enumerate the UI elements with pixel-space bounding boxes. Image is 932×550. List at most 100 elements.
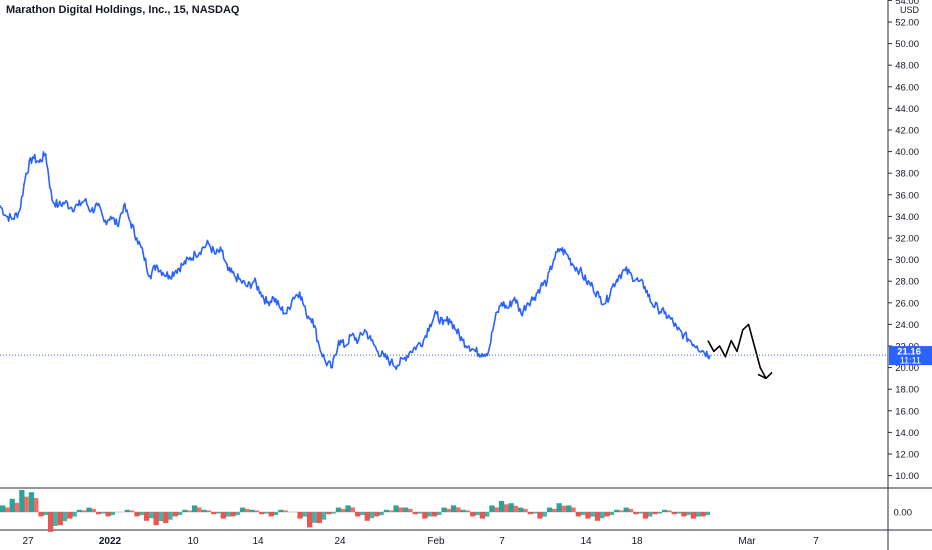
oscillator-bar [191,505,198,512]
y-tick-label: 34.00 [895,212,919,223]
oscillator-bar [594,512,601,521]
oscillator-bar [86,507,92,512]
oscillator-bar-secondary [302,512,307,517]
oscillator-bar-secondary [110,512,116,516]
oscillator-bar [163,512,169,523]
y-tick-label: 20.00 [895,363,919,374]
oscillator-bar-secondary [340,508,346,512]
oscillator-bar [498,501,505,512]
oscillator-bar [9,498,15,512]
x-tick-label: 7 [813,536,819,547]
y-tick-label: 50.00 [895,39,919,50]
oscillator-bar-secondary [446,508,451,512]
oscillator-bar-secondary [599,512,605,519]
oscillator-bar [124,509,130,512]
oscillator-bar-secondary [657,512,662,514]
oscillator-bar-secondary [417,512,423,514]
oscillator-bar-secondary [542,512,547,517]
oscillator-bar-secondary [24,496,29,512]
x-tick-label: 18 [631,536,643,547]
oscillator-bar-secondary [244,508,250,512]
y-tick-label: 40.00 [895,147,919,158]
oscillator-bar [431,512,438,517]
oscillator-bar-secondary [666,510,672,512]
oscillator-bar [259,512,265,515]
y-tick-label: 48.00 [895,61,919,72]
oscillator-bar-secondary [62,512,68,522]
oscillator-bar-secondary [215,512,221,514]
oscillator-bar-secondary [494,507,499,512]
oscillator-bar-secondary [407,508,413,512]
oscillator-bar-secondary [167,512,173,520]
oscillator-bar [326,512,332,515]
last-price-timer: 11:11 [900,356,921,366]
oscillator-bar [652,512,658,515]
oscillator-bar [546,507,553,512]
oscillator-bar [249,509,255,512]
oscillator-bar [412,512,418,515]
oscillator-bar-secondary [263,512,269,514]
y-axis: 54.00 52.00 50.00 48.00 46.00 44.00 42.00 40.00… [888,0,919,482]
oscillator-bar-secondary [484,512,490,517]
oscillator-bar [508,503,514,512]
oscillator-bar-secondary [311,512,317,523]
oscillator-bar-secondary [129,510,135,512]
x-tick-label: 14 [252,536,264,547]
oscillator-bar [518,507,524,512]
oscillator-bar [374,512,380,517]
oscillator-bar-secondary [474,512,480,516]
chart-title: Marathon Digital Holdings, Inc., 15, NAS… [6,4,240,16]
oscillator-bar-secondary [551,508,557,512]
forecast-arrowhead [757,371,773,380]
oscillator-bar-secondary [570,507,576,512]
oscillator-bar [566,505,572,512]
oscillator-bar-secondary [283,510,288,512]
oscillator-bar [153,512,159,526]
oscillator-bar [278,509,284,512]
oscillator-panel: 0.00 [0,490,912,532]
oscillator-bar [671,512,677,515]
oscillator-bar-secondary [609,512,615,516]
oscillator-bar-secondary [187,510,192,512]
oscillator-bar-secondary [81,510,87,512]
oscillator-bar-secondary [676,512,682,514]
x-tick-label: 24 [334,536,346,547]
oscillator-bar [38,512,44,517]
x-tick-label: Feb [427,536,445,547]
oscillator-bar-secondary [436,512,442,516]
oscillator-bar-secondary [14,502,20,512]
oscillator-bar [28,492,35,512]
oscillator-bar [172,512,178,517]
y-tick-label: 42.00 [895,126,919,137]
oscillator-bar [0,505,6,512]
y-tick-label: 44.00 [895,104,919,115]
oscillator-bar-secondary [522,508,528,512]
oscillator-bar [623,507,629,512]
price-series [0,151,711,371]
oscillator-bar-secondary [158,512,164,522]
x-axis: 27 2022 10 14 24 Feb 7 14 18 Mar 7 [22,536,819,547]
y-tick-label: 26.00 [895,298,919,309]
oscillator-bar-secondary [379,512,384,516]
oscillator-bar-secondary [455,507,461,512]
oscillator-bar-secondary [4,507,10,512]
oscillator-bar [48,512,54,532]
oscillator-bar [441,507,447,512]
oscillator-bar [604,512,610,517]
oscillator-bar [182,509,188,512]
oscillator-bar-secondary [254,510,260,512]
oscillator-bar-secondary [91,508,96,512]
oscillator-bar [690,512,697,519]
oscillator-bar-secondary [618,510,624,512]
oscillator-bar [57,512,63,526]
oscillator-bar [470,512,476,517]
y-tick-label: 36.00 [895,190,919,201]
y-tick-label: 52.00 [895,18,919,29]
oscillator-bar-secondary [427,512,432,517]
last-price-value: 21.16 [897,347,921,358]
y-tick-label: 54.00 [895,0,919,7]
oscillator-bar-secondary [369,512,375,519]
y-tick-label: 16.00 [895,406,919,417]
